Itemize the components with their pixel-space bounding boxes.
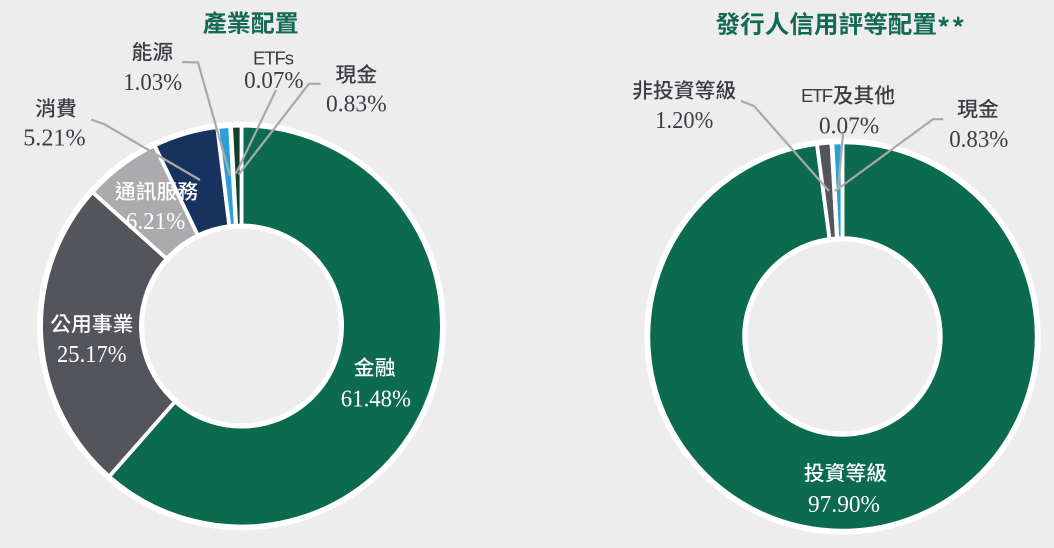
svg-text:61.48%: 61.48% xyxy=(341,385,411,412)
svg-text:ETFs: ETFs xyxy=(253,48,294,69)
svg-text:97.90%: 97.90% xyxy=(808,491,880,518)
svg-text:5.21%: 5.21% xyxy=(23,125,85,152)
svg-text:6.21%: 6.21% xyxy=(126,208,185,235)
svg-text:0.83%: 0.83% xyxy=(326,91,387,118)
svg-text:0.07%: 0.07% xyxy=(819,112,879,139)
svg-text:0.83%: 0.83% xyxy=(949,126,1008,153)
svg-text:1.03%: 1.03% xyxy=(123,69,182,96)
svg-text:0.07%: 0.07% xyxy=(244,67,303,94)
svg-text:25.17%: 25.17% xyxy=(57,341,127,368)
svg-text:1.20%: 1.20% xyxy=(655,107,713,134)
svg-text:ETF: ETF xyxy=(801,85,833,106)
